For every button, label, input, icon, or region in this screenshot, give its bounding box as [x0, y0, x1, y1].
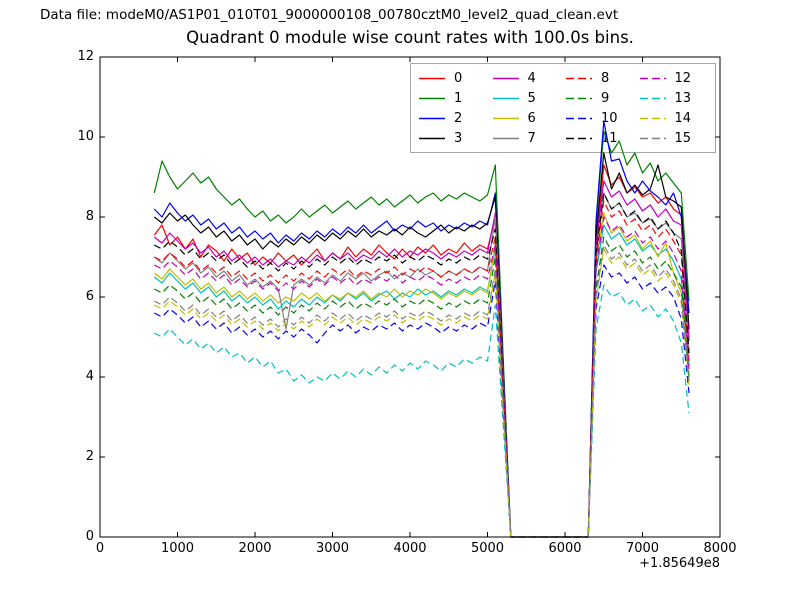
- legend-swatch: [639, 97, 666, 99]
- y-tick-label: 8: [85, 209, 94, 224]
- legend-swatch: [419, 77, 445, 79]
- y-tick-label: 2: [85, 449, 94, 464]
- legend-item-4: 4: [492, 68, 567, 88]
- legend-swatch: [492, 137, 519, 139]
- legend-swatch: [566, 137, 592, 139]
- legend-item-11: 11: [566, 128, 640, 148]
- legend-item-2: 2: [419, 108, 493, 128]
- legend-item-label: 10: [601, 110, 618, 126]
- series-line-13: [154, 284, 690, 538]
- series-line-14: [154, 248, 690, 538]
- x-tick-label: 7000: [625, 541, 660, 556]
- legend: 0 1 2 3 4 5 6 7 8 9 10 11 12 13 14 15: [410, 63, 716, 153]
- legend-item-label: 3: [454, 130, 463, 146]
- legend-item-5: 5: [492, 88, 567, 108]
- series-line-15: [154, 244, 690, 538]
- y-tick-label: 4: [85, 369, 94, 384]
- series-line-7: [153, 192, 690, 538]
- legend-item-label: 0: [454, 70, 463, 86]
- x-tick-label: 4000: [393, 541, 427, 556]
- legend-item-7: 7: [492, 128, 567, 148]
- legend-swatch: [492, 97, 519, 99]
- legend-swatch: [566, 77, 592, 79]
- y-tick-label: 0: [85, 529, 94, 544]
- series-line-1: [153, 130, 690, 538]
- legend-item-label: 2: [454, 110, 463, 126]
- legend-swatch: [419, 117, 445, 119]
- legend-item-3: 3: [419, 128, 493, 148]
- legend-item-6: 6: [492, 108, 567, 128]
- x-tick-label: 8000: [703, 541, 737, 556]
- legend-item-label: 1: [454, 90, 463, 106]
- y-tick-label: 12: [77, 49, 94, 64]
- legend-item-1: 1: [419, 88, 493, 108]
- series-line-9: [154, 236, 690, 538]
- series-line-3: [153, 152, 690, 538]
- legend-item-label: 14: [674, 110, 692, 126]
- legend-item-14: 14: [639, 108, 714, 128]
- legend-item-9: 9: [566, 88, 640, 108]
- x-tick-label: 1000: [160, 541, 195, 556]
- legend-item-15: 15: [639, 128, 714, 148]
- legend-item-label: 5: [527, 90, 536, 106]
- legend-item-13: 13: [639, 88, 714, 108]
- y-tick-label: 10: [77, 129, 94, 144]
- legend-item-label: 7: [527, 130, 536, 146]
- legend-item-label: 4: [527, 70, 536, 86]
- x-axis-offset-label: +1.85649e8: [639, 556, 720, 571]
- series-line-6: [153, 212, 690, 538]
- datafile-label: Data file: modeM0/AS1P01_010T01_90000001…: [40, 7, 619, 23]
- series-line-12: [154, 216, 690, 538]
- x-tick-label: 6000: [548, 541, 582, 556]
- legend-swatch: [419, 97, 445, 99]
- legend-item-label: 8: [601, 70, 610, 86]
- series-line-11: [154, 192, 690, 538]
- legend-swatch: [639, 77, 666, 79]
- series-line-2: [153, 120, 690, 538]
- x-tick-label: 3000: [315, 541, 350, 556]
- chart-title: Quadrant 0 module wise count rates with …: [186, 28, 634, 47]
- series-line-5: [153, 224, 690, 538]
- legend-swatch: [566, 117, 592, 119]
- y-tick-label: 6: [85, 289, 94, 304]
- x-tick-label: 5000: [470, 541, 505, 556]
- legend-swatch: [639, 117, 666, 119]
- legend-item-label: 11: [601, 130, 618, 146]
- legend-item-0: 0: [419, 68, 493, 88]
- legend-swatch: [492, 117, 519, 119]
- series-line-8: [154, 200, 690, 538]
- legend-item-label: 12: [674, 70, 692, 86]
- legend-item-label: 13: [674, 90, 692, 106]
- legend-swatch: [419, 137, 445, 139]
- legend-swatch: [492, 77, 519, 79]
- legend-swatch: [639, 137, 666, 139]
- legend-item-10: 10: [566, 108, 640, 128]
- x-tick-label: 2000: [238, 541, 272, 556]
- series-line-4: [153, 180, 690, 538]
- series-line-0: [153, 164, 690, 538]
- legend-item-12: 12: [639, 68, 714, 88]
- x-tick-label: 0: [95, 541, 105, 556]
- legend-item-8: 8: [566, 68, 640, 88]
- legend-item-label: 15: [674, 130, 692, 146]
- legend-swatch: [566, 97, 592, 99]
- series-line-10: [154, 264, 690, 538]
- legend-item-label: 9: [601, 90, 610, 106]
- legend-item-label: 6: [527, 110, 536, 126]
